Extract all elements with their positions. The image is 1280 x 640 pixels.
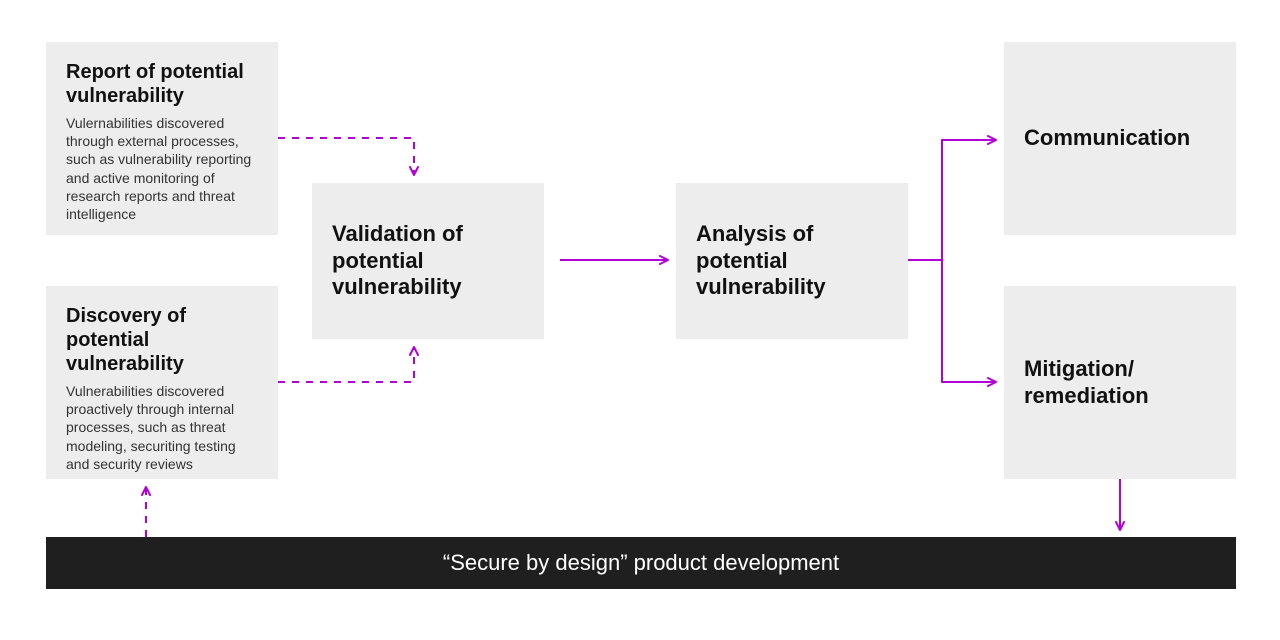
box-report: Report of potential vulnerability Vulern… [46,42,278,235]
box-validation-title: Validation of potential vulnerability [332,221,524,300]
box-validation: Validation of potential vulnerability [312,183,544,339]
box-discovery-body: Vulnerabilities discovered proactively t… [66,382,258,473]
bottom-bar: “Secure by design” product development [46,537,1236,589]
box-mitigation: Mitigation/ remediation [1004,286,1236,479]
box-discovery: Discovery of potential vulnerability Vul… [46,286,278,479]
edge-report-to-validation [278,138,414,175]
box-communication: Communication [1004,42,1236,235]
box-report-title: Report of potential vulnerability [66,60,258,108]
box-analysis: Analysis of potential vulnerability [676,183,908,339]
edge-discovery-to-validation [278,347,414,382]
box-report-body: Vulernabilities discovered through exter… [66,114,258,223]
edge-analysis-to-communication [908,140,996,260]
bottom-bar-text: “Secure by design” product development [443,550,839,576]
box-mitigation-title: Mitigation/ remediation [1024,356,1216,409]
box-analysis-title: Analysis of potential vulnerability [696,221,888,300]
box-discovery-title: Discovery of potential vulnerability [66,304,258,376]
box-communication-title: Communication [1024,125,1190,151]
edge-analysis-to-mitigation [908,260,996,382]
